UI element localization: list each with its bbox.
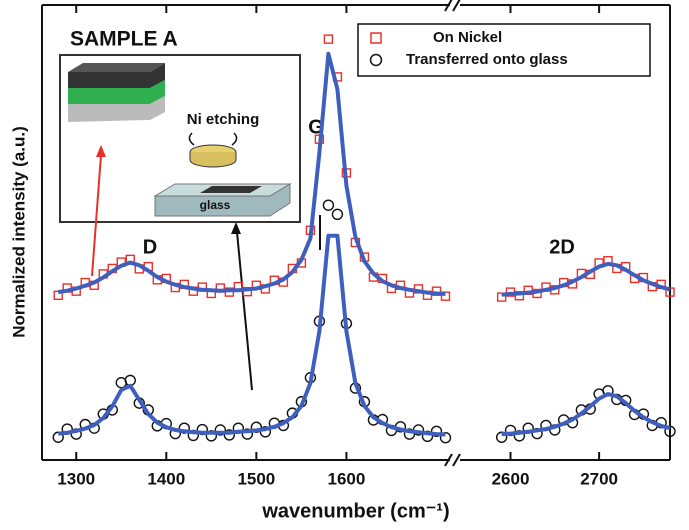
inset-label: glass xyxy=(200,198,231,212)
data-point xyxy=(241,428,254,440)
arrow-red xyxy=(91,154,102,277)
data-point xyxy=(430,425,443,438)
data-point xyxy=(223,429,236,441)
y-axis-label: Normalized intensity (a.u.) xyxy=(9,126,28,338)
x-tick-label: 1500 xyxy=(237,469,275,488)
etch-arrows xyxy=(188,132,238,146)
arrow-black-head xyxy=(231,222,241,234)
fit-line xyxy=(501,261,671,297)
layer-substrate xyxy=(68,96,165,122)
x-axis-label: wavenumber (cm⁻¹) xyxy=(261,500,449,522)
data-point xyxy=(331,208,344,221)
glass-side xyxy=(154,183,291,217)
arrow-black xyxy=(236,231,253,391)
fit-line xyxy=(58,233,446,437)
layer-dark xyxy=(68,63,165,88)
fit-line xyxy=(501,392,671,437)
x-tick-label: 2700 xyxy=(580,469,618,488)
axes-frame xyxy=(41,0,671,467)
data-point xyxy=(323,34,334,44)
inset-diagram: Ni etching glass xyxy=(59,54,301,223)
legend-label: Transferred onto glass xyxy=(406,51,568,68)
arrow-red-head xyxy=(96,145,106,157)
layer-top xyxy=(68,63,165,72)
legend-box xyxy=(357,23,651,77)
inset-label: Ni etching xyxy=(187,111,260,128)
graphene-on-glass xyxy=(200,186,262,193)
x-tick-label: 1600 xyxy=(328,469,366,488)
data-point xyxy=(403,428,416,440)
annotation: D xyxy=(143,236,157,258)
legend-label: On Nickel xyxy=(433,29,502,46)
legend-marker xyxy=(370,32,382,44)
etch-dish-side xyxy=(189,152,237,168)
x-tick-label: 2600 xyxy=(492,469,530,488)
data-point xyxy=(214,424,227,436)
layer-green xyxy=(68,80,165,104)
x-tick-label: 1300 xyxy=(57,469,95,488)
legend-marker xyxy=(369,53,383,67)
x-tick-label: 1400 xyxy=(147,469,185,488)
annotation: SAMPLE A xyxy=(70,28,178,51)
data-point xyxy=(322,199,335,211)
annotation: 2D xyxy=(549,236,575,258)
fit-line xyxy=(57,51,446,296)
